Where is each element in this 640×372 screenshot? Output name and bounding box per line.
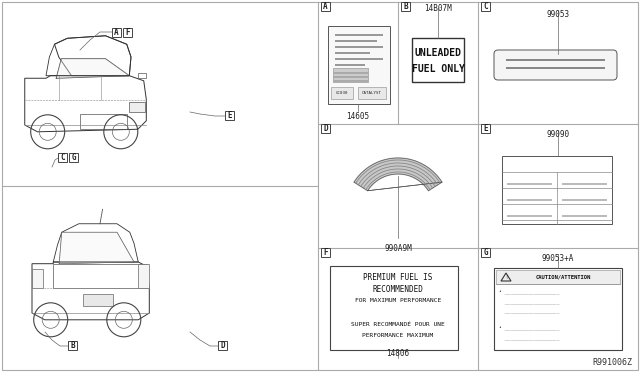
Bar (412, 38, 464, 82)
Text: GC030: GC030 (336, 91, 348, 95)
Text: 990A9M: 990A9M (384, 244, 412, 253)
Bar (335, 64, 365, 66)
Bar (80, 114, 127, 129)
Text: !: ! (505, 275, 507, 280)
Bar (335, 39, 377, 42)
Bar (481, 248, 490, 257)
Bar (321, 124, 330, 133)
Text: C: C (483, 2, 488, 11)
Text: B: B (70, 341, 75, 350)
Text: CAUTION/ATTENTION: CAUTION/ATTENTION (536, 275, 591, 279)
Text: UNLEADED: UNLEADED (415, 48, 461, 58)
Bar (333, 80, 368, 82)
Bar (333, 76, 368, 78)
Text: 99053: 99053 (547, 10, 570, 19)
Text: FUEL ONLY: FUEL ONLY (412, 64, 465, 74)
Bar (333, 72, 368, 74)
Bar (138, 264, 149, 288)
Text: F: F (323, 248, 328, 257)
Text: FOR MAXIMUM PERFORMANCE: FOR MAXIMUM PERFORMANCE (355, 298, 441, 304)
Text: A: A (323, 2, 328, 11)
Text: ___________________: ___________________ (499, 299, 559, 304)
Bar (123, 28, 132, 37)
Bar (68, 341, 77, 350)
Bar (53, 264, 147, 288)
Bar (562, 215, 607, 217)
Bar (358, 87, 386, 99)
Bar (502, 156, 612, 224)
Bar (321, 2, 330, 11)
Bar (218, 341, 227, 350)
Text: 14B07M: 14B07M (424, 4, 452, 13)
Bar (225, 111, 234, 120)
FancyBboxPatch shape (494, 50, 617, 80)
Text: 14806: 14806 (387, 349, 410, 358)
Polygon shape (354, 158, 442, 191)
Text: PERFORMANCE MAXIMUM: PERFORMANCE MAXIMUM (362, 333, 434, 338)
Bar (112, 28, 121, 37)
Text: E: E (483, 124, 488, 133)
Text: F: F (125, 28, 130, 37)
Polygon shape (56, 59, 129, 78)
Text: A: A (114, 28, 119, 37)
Bar (401, 2, 410, 11)
Bar (562, 183, 607, 185)
Polygon shape (60, 232, 134, 264)
Text: ___________________: ___________________ (499, 308, 559, 313)
Text: D: D (323, 124, 328, 133)
Text: G: G (483, 248, 488, 257)
Text: C: C (60, 153, 65, 162)
Bar (496, 270, 620, 284)
Bar (507, 215, 552, 217)
Text: E: E (227, 111, 232, 120)
Bar (335, 51, 370, 54)
Text: 99090: 99090 (547, 130, 570, 139)
Bar (333, 68, 368, 82)
Bar (335, 33, 383, 36)
Text: RECOMMENDED: RECOMMENDED (372, 285, 424, 294)
Text: R991006Z: R991006Z (592, 358, 632, 367)
Bar (506, 67, 605, 69)
Text: B: B (403, 2, 408, 11)
Text: CATALYST: CATALYST (362, 91, 382, 95)
Bar (506, 59, 605, 61)
Text: • ___________________: • ___________________ (499, 326, 559, 331)
Bar (494, 268, 622, 350)
Text: • ___________________: • ___________________ (499, 290, 559, 295)
Text: ___________________: ___________________ (499, 335, 559, 340)
Bar (69, 153, 78, 162)
Bar (83, 294, 113, 306)
Bar (330, 266, 458, 350)
Text: D: D (220, 341, 225, 350)
Bar (138, 73, 147, 78)
Bar (507, 199, 552, 201)
Bar (328, 26, 390, 104)
Bar (32, 269, 43, 288)
Bar (321, 248, 330, 257)
Bar (335, 58, 383, 60)
Bar (507, 183, 552, 185)
Text: 14605: 14605 (346, 112, 369, 121)
Text: G: G (71, 153, 76, 162)
Bar (129, 102, 145, 112)
Bar (481, 124, 490, 133)
Text: 99053+A: 99053+A (542, 254, 574, 263)
Text: PREMIUM FUEL IS: PREMIUM FUEL IS (364, 273, 433, 282)
Bar (335, 45, 383, 48)
Bar (331, 87, 353, 99)
Bar (481, 2, 490, 11)
Bar (58, 153, 67, 162)
Bar (562, 199, 607, 201)
Text: SUPER RECOMMANDÉ POUR UNE: SUPER RECOMMANDÉ POUR UNE (351, 321, 445, 327)
